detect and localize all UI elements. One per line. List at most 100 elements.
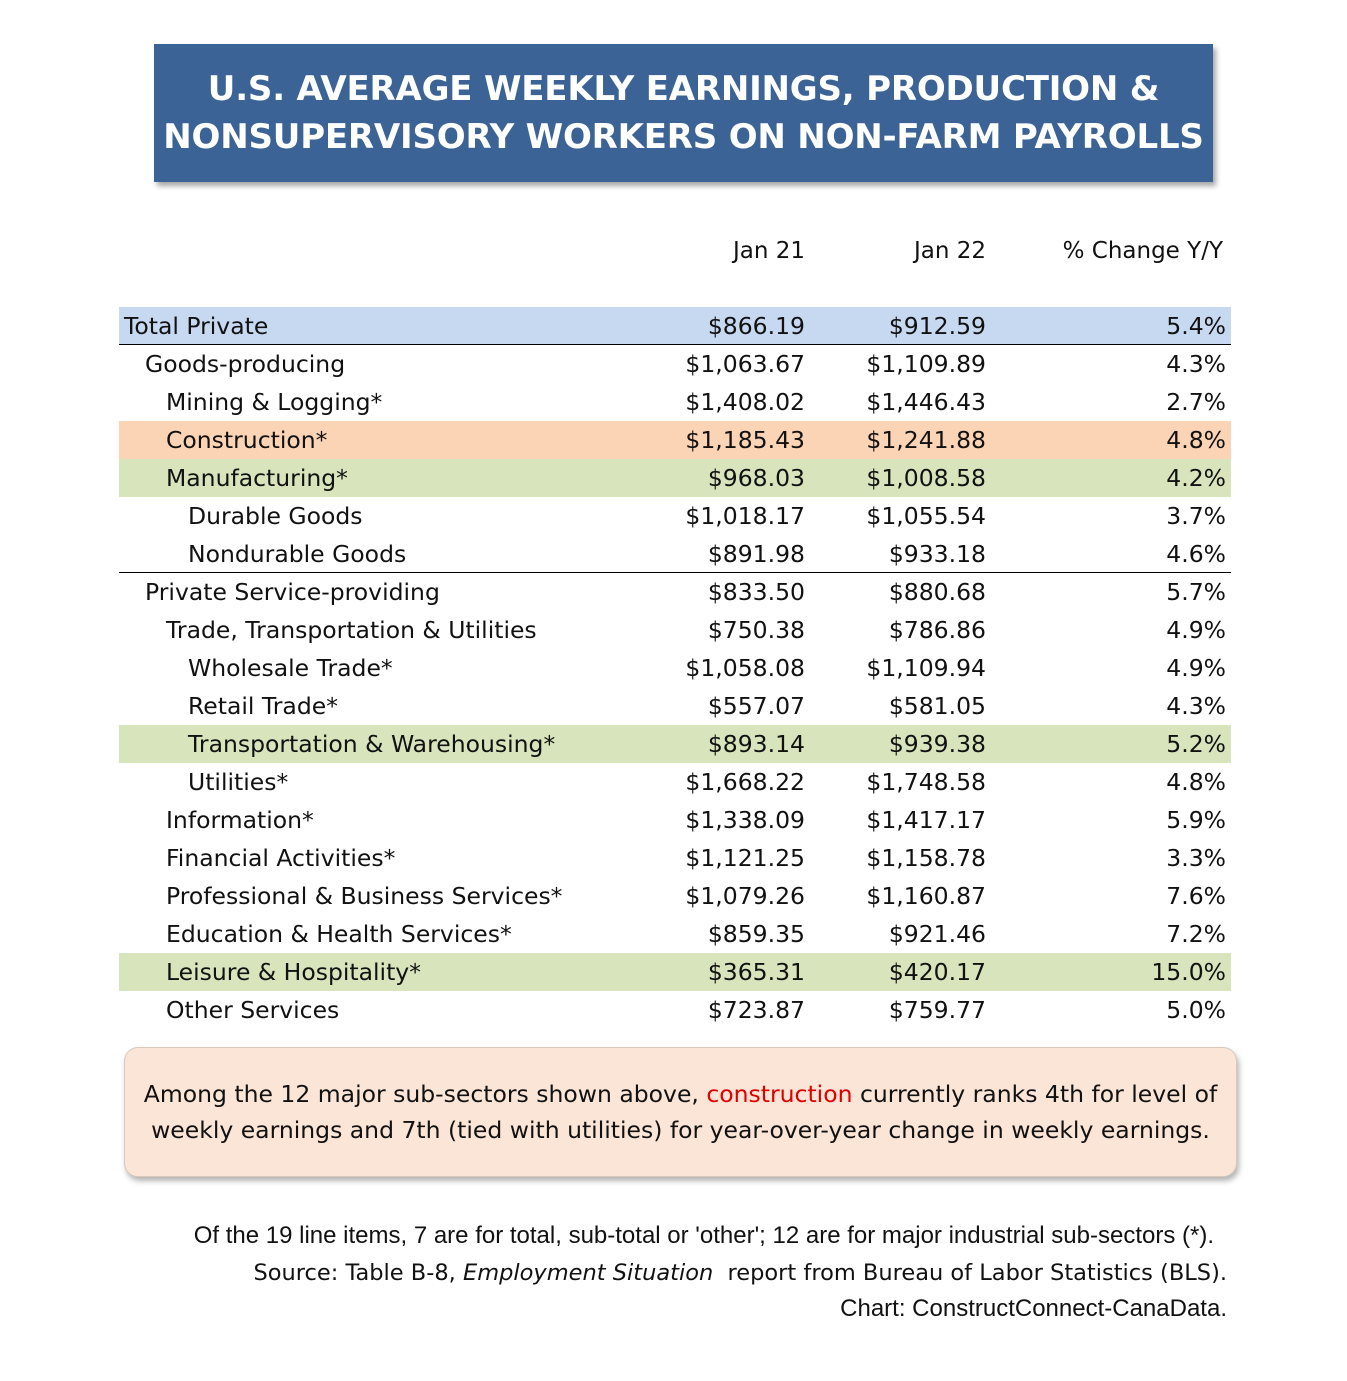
table-row: Retail Trade* $557.07 $581.05 4.3% — [119, 687, 1231, 725]
value-change: 5.2% — [1166, 730, 1226, 758]
value-change: 4.6% — [1166, 540, 1226, 568]
value-jan21: $893.14 — [707, 730, 805, 758]
value-change: 5.9% — [1166, 806, 1226, 834]
value-jan22: $786.86 — [888, 616, 986, 644]
value-jan21: $723.87 — [707, 996, 805, 1024]
value-jan22: $581.05 — [888, 692, 986, 720]
row-label: Wholesale Trade* — [188, 654, 393, 682]
value-jan21: $1,079.26 — [685, 882, 805, 910]
value-jan21: $365.31 — [707, 958, 805, 986]
chart-title-line-2: NONSUPERVISORY WORKERS ON NON-FARM PAYRO… — [163, 117, 1204, 157]
table-row: Goods-producing $1,063.67 $1,109.89 4.3% — [119, 345, 1231, 383]
value-change: 4.3% — [1166, 692, 1226, 720]
table-row: Leisure & Hospitality* $365.31 $420.17 15.0… — [119, 953, 1231, 991]
earnings-table: Total Private $866.19 $912.59 5.4% Goods-pro… — [119, 307, 1231, 1029]
value-jan22: $1,160.87 — [866, 882, 986, 910]
column-header-jan22: Jan 22 — [913, 238, 986, 264]
value-jan22: $1,748.58 — [866, 768, 986, 796]
table-row: Construction* $1,185.43 $1,241.88 4.8% — [119, 421, 1231, 459]
table-row: Trade, Transportation & Utilities $750.38… — [119, 611, 1231, 649]
column-header-jan21: Jan 21 — [732, 238, 805, 264]
value-change: 5.7% — [1166, 578, 1226, 606]
value-jan22: $1,417.17 — [866, 806, 986, 834]
value-change: 4.3% — [1166, 350, 1226, 378]
value-jan22: $880.68 — [888, 578, 986, 606]
value-jan22: $1,158.78 — [866, 844, 986, 872]
chart-title-line-1: U.S. AVERAGE WEEKLY EARNINGS, PRODUCTION… — [207, 69, 1160, 109]
value-change: 4.2% — [1166, 464, 1226, 492]
value-jan21: $1,185.43 — [685, 426, 805, 454]
row-label: Education & Health Services* — [166, 920, 512, 948]
value-change: 4.8% — [1166, 768, 1226, 796]
row-label: Information* — [166, 806, 314, 834]
table-row: Total Private $866.19 $912.59 5.4% — [119, 307, 1231, 345]
table-row: Financial Activities* $1,121.25 $1,158.78 3… — [119, 839, 1231, 877]
value-jan21: $1,121.25 — [685, 844, 805, 872]
row-label: Total Private — [124, 312, 269, 340]
footnote-chart-credit: Chart: ConstructConnect-CanaData. — [840, 1295, 1227, 1322]
note-line-1: Among the 12 major sub-sectors shown abo… — [144, 1076, 1217, 1112]
value-jan22: $939.38 — [888, 730, 986, 758]
row-label: Other Services — [166, 996, 340, 1024]
note-box: Among the 12 major sub-sectors shown abo… — [124, 1047, 1237, 1177]
source-report-name: Employment Situation — [462, 1260, 714, 1286]
value-jan22: $1,109.94 — [866, 654, 986, 682]
value-jan21: $833.50 — [707, 578, 805, 606]
value-jan22: $921.46 — [888, 920, 986, 948]
value-jan21: $866.19 — [707, 312, 805, 340]
value-jan21: $1,338.09 — [685, 806, 805, 834]
value-jan22: $1,241.88 — [866, 426, 986, 454]
source-suffix: report from Bureau of Labor Statistics (… — [713, 1260, 1227, 1286]
value-jan21: $1,408.02 — [685, 388, 805, 416]
row-label: Trade, Transportation & Utilities — [166, 616, 537, 644]
value-change: 7.2% — [1166, 920, 1226, 948]
row-label: Transportation & Warehousing* — [188, 730, 556, 758]
column-header-change: % Change Y/Y — [1062, 238, 1223, 264]
value-jan21: $859.35 — [707, 920, 805, 948]
note-line-1-end: currently ranks 4th for level of — [852, 1080, 1218, 1108]
value-jan21: $968.03 — [707, 464, 805, 492]
table-row: Transportation & Warehousing* $893.14 $939… — [119, 725, 1231, 763]
table-row: Durable Goods $1,018.17 $1,055.54 3.7% — [119, 497, 1231, 535]
value-jan21: $1,058.08 — [685, 654, 805, 682]
table-row: Private Service-providing $833.50 $880.68 5… — [119, 573, 1231, 611]
value-jan21: $1,668.22 — [685, 768, 805, 796]
row-label: Manufacturing* — [166, 464, 348, 492]
value-jan21: $1,063.67 — [685, 350, 805, 378]
table-row: Other Services $723.87 $759.77 5.0% — [119, 991, 1231, 1029]
row-label: Leisure & Hospitality* — [166, 958, 421, 986]
footnote-line-items: Of the 19 line items, 7 are for total, s… — [193, 1222, 1214, 1249]
table-row: Utilities* $1,668.22 $1,748.58 4.8% — [119, 763, 1231, 801]
value-change: 3.3% — [1166, 844, 1226, 872]
value-change: 5.0% — [1166, 996, 1226, 1024]
row-label: Construction* — [166, 426, 328, 454]
note-highlight-construction: construction — [706, 1080, 853, 1108]
value-change: 2.7% — [1166, 388, 1226, 416]
value-jan21: $891.98 — [707, 540, 805, 568]
footnote-source: Source: Table B-8, Employment Situation … — [253, 1260, 1227, 1286]
value-jan22: $1,008.58 — [866, 464, 986, 492]
row-label: Utilities* — [188, 768, 289, 796]
table-row: Mining & Logging* $1,408.02 $1,446.43 2.7% — [119, 383, 1231, 421]
value-jan21: $557.07 — [707, 692, 805, 720]
row-label: Goods-producing — [145, 350, 346, 378]
value-change: 15.0% — [1151, 958, 1226, 986]
table-row: Manufacturing* $968.03 $1,008.58 4.2% — [119, 459, 1231, 497]
table-row: Professional & Business Services* $1,079.… — [119, 877, 1231, 915]
value-jan22: $759.77 — [888, 996, 986, 1024]
value-jan22: $933.18 — [888, 540, 986, 568]
row-label: Financial Activities* — [166, 844, 396, 872]
value-jan22: $912.59 — [888, 312, 986, 340]
value-jan21: $750.38 — [707, 616, 805, 644]
table-row: Education & Health Services* $859.35 $921.… — [119, 915, 1231, 953]
value-jan21: $1,018.17 — [685, 502, 805, 530]
row-label: Mining & Logging* — [166, 388, 383, 416]
table-row: Wholesale Trade* $1,058.08 $1,109.94 4.9% — [119, 649, 1231, 687]
value-jan22: $420.17 — [888, 958, 986, 986]
row-label: Durable Goods — [188, 502, 363, 530]
table-row: Information* $1,338.09 $1,417.17 5.9% — [119, 801, 1231, 839]
chart-title: U.S. AVERAGE WEEKLY EARNINGS, PRODUCTION… — [154, 44, 1213, 182]
source-prefix: Source: Table B-8, — [253, 1260, 463, 1286]
row-label: Private Service-providing — [145, 578, 440, 606]
row-label: Retail Trade* — [188, 692, 338, 720]
